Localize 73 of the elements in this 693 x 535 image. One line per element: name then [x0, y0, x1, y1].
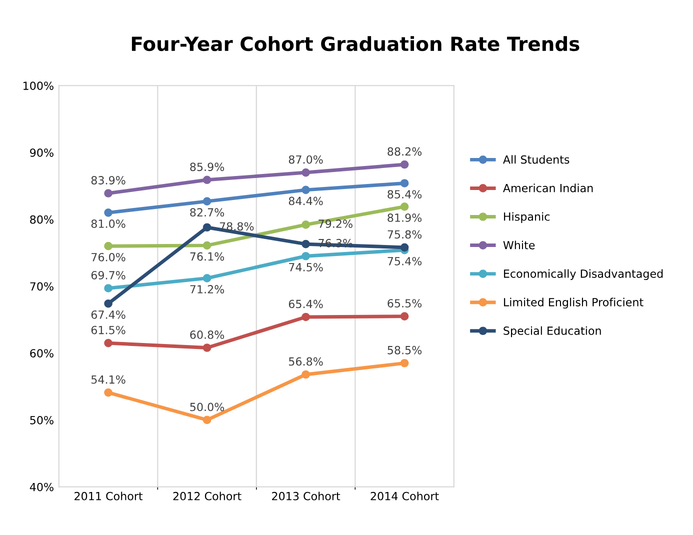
- point: [104, 388, 112, 397]
- legend-label: American Indian: [503, 184, 593, 192]
- data-label: 81.9%: [388, 214, 422, 222]
- data-label: 88.2%: [388, 147, 422, 156]
- point: [202, 241, 212, 250]
- data-label: 79.2%: [318, 220, 352, 228]
- data-label: 58.5%: [388, 346, 422, 354]
- point: [400, 312, 409, 320]
- data-label: 50.0%: [190, 402, 224, 412]
- data-label: 76.1%: [190, 252, 224, 261]
- data-label: 82.7%: [190, 208, 224, 217]
- point: [400, 243, 409, 252]
- point: [302, 252, 310, 260]
- point: [104, 242, 112, 250]
- data-label: 54.1%: [91, 375, 126, 384]
- point: [104, 338, 112, 348]
- data-label: 83.9%: [91, 176, 126, 184]
- point: [302, 168, 310, 177]
- point: [104, 189, 112, 198]
- point: [202, 274, 212, 282]
- point: [104, 208, 112, 217]
- data-label: 76.0%: [92, 252, 126, 262]
- legend-label: Limited English Proficient: [504, 298, 644, 309]
- data-label: 78.8%: [220, 222, 254, 231]
- data-label: 84.4%: [288, 196, 323, 206]
- point: [202, 176, 212, 184]
- legend-label: Hispanic: [504, 212, 550, 223]
- point: [202, 344, 212, 352]
- point: [202, 223, 212, 232]
- point: [302, 186, 310, 194]
- data-label: 69.7%: [91, 271, 126, 280]
- point: [302, 312, 310, 322]
- point: [400, 202, 409, 211]
- data-label: 75.8%: [388, 230, 422, 239]
- y-tick-label: 40%: [30, 482, 54, 492]
- data-label: 85.9%: [190, 162, 224, 172]
- y-tick-label: 90%: [30, 148, 54, 157]
- point: [104, 299, 112, 308]
- y-tick-label: 100%: [24, 82, 54, 90]
- legend-label: White: [503, 240, 535, 250]
- data-label: 67.4%: [91, 310, 126, 319]
- data-label: 65.5%: [388, 299, 422, 308]
- data-label: 74.5%: [289, 262, 323, 272]
- x-tick-label: 2012 Cohort: [173, 492, 242, 500]
- point: [302, 370, 310, 379]
- y-tick-label: 60%: [30, 349, 54, 358]
- data-label: 71.2%: [190, 285, 224, 294]
- y-tick-label: 80%: [30, 215, 54, 224]
- point: [400, 160, 409, 169]
- chart-title: Four-Year Cohort Graduation Rate Trends: [132, 36, 580, 52]
- data-label: 61.5%: [91, 326, 126, 334]
- point: [400, 358, 409, 368]
- y-tick-label: 70%: [30, 282, 54, 291]
- point: [202, 197, 212, 206]
- y-tick-label: 50%: [30, 416, 54, 424]
- point: [302, 240, 310, 248]
- legend-label: Economically Disadvantaged: [504, 269, 663, 280]
- x-tick-label: 2014 Cohort: [370, 492, 439, 500]
- point: [302, 220, 310, 229]
- x-tick-label: 2013 Cohort: [272, 492, 340, 500]
- data-label: 60.8%: [190, 330, 224, 339]
- data-label: 85.4%: [388, 190, 422, 198]
- point: [400, 179, 409, 188]
- x-tick-label: 2011 Cohort: [74, 492, 143, 500]
- legend-label: All Students: [503, 155, 570, 164]
- legend-label: Special Education: [504, 326, 601, 338]
- point: [202, 416, 212, 424]
- data-label: 65.4%: [288, 300, 323, 308]
- data-label: 87.0%: [288, 155, 323, 164]
- data-label: 75.4%: [388, 256, 422, 266]
- data-label: 56.8%: [288, 357, 323, 366]
- point: [104, 284, 112, 292]
- data-label: 81.0%: [91, 220, 126, 228]
